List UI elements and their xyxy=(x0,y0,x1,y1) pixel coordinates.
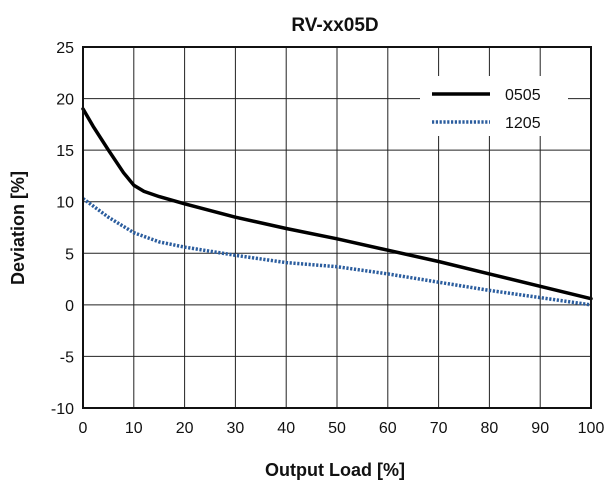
x-tick-label: 100 xyxy=(578,420,605,437)
plot-frame xyxy=(82,46,592,409)
legend-background xyxy=(420,76,568,136)
x-tick-label: 0 xyxy=(79,420,88,437)
y-tick-label: -5 xyxy=(60,349,74,366)
x-tick-label: 90 xyxy=(531,420,549,437)
x-tick-label: 60 xyxy=(379,420,397,437)
series-line-1205 xyxy=(81,197,592,307)
legend: 0505 1205 xyxy=(420,76,568,136)
x-tick-label: 80 xyxy=(481,420,499,437)
x-tick-label: 40 xyxy=(277,420,295,437)
x-tick-label: 20 xyxy=(176,420,194,437)
y-tick-label: 25 xyxy=(56,40,74,57)
y-axis-title: Deviation [%] xyxy=(8,171,28,285)
y-tick-label: -10 xyxy=(51,401,74,418)
x-tick-label: 50 xyxy=(328,420,346,437)
legend-label-1205: 1205 xyxy=(505,115,541,132)
x-tick-label: 70 xyxy=(430,420,448,437)
y-tick-label: 0 xyxy=(65,298,74,315)
series-lines xyxy=(81,107,593,307)
series-line-0505 xyxy=(81,107,593,301)
y-tick-label: 15 xyxy=(56,143,74,160)
x-tick-label: 30 xyxy=(227,420,245,437)
x-axis-title: Output Load [%] xyxy=(265,460,405,480)
y-tick-label: 20 xyxy=(56,92,74,109)
chart-title: RV-xx05D xyxy=(291,15,378,36)
y-tick-label: 5 xyxy=(65,246,74,263)
x-tick-label: 10 xyxy=(125,420,143,437)
y-tick-label: 10 xyxy=(56,195,74,212)
legend-label-0505: 0505 xyxy=(505,87,541,104)
